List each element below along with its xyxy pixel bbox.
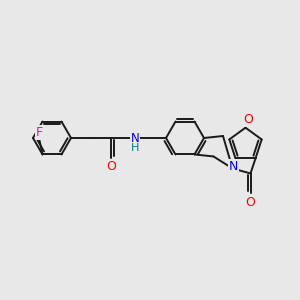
Text: F: F <box>36 126 43 139</box>
Text: O: O <box>246 196 255 209</box>
Text: O: O <box>106 160 116 173</box>
Text: O: O <box>244 113 254 126</box>
Text: N: N <box>130 131 140 145</box>
Text: H: H <box>131 143 139 153</box>
Text: N: N <box>229 160 238 173</box>
